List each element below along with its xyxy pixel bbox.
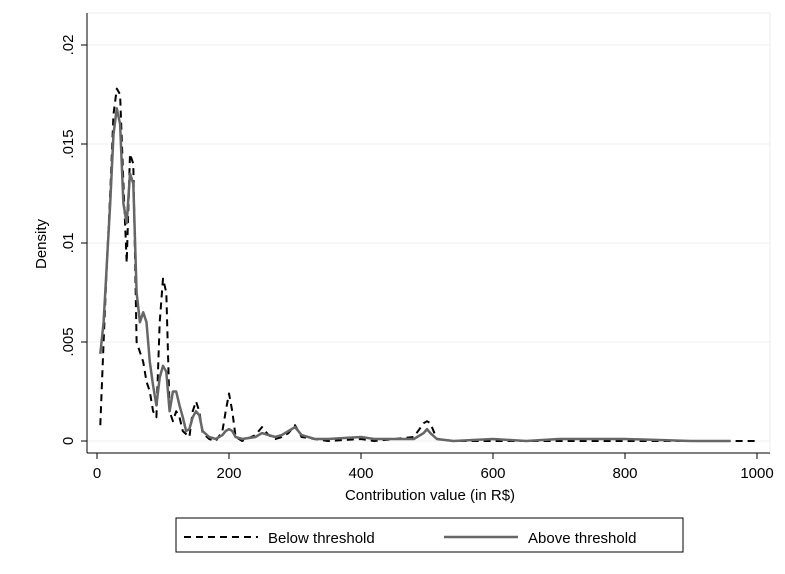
y-axis-title: Density (33, 218, 50, 269)
y-tick-label-2: .01 (60, 233, 77, 254)
y-tick-label-3: .015 (60, 129, 77, 158)
series-layer (99, 87, 757, 443)
x-tick-label-0: 0 (93, 465, 101, 482)
x-tick-label-4: 800 (612, 465, 637, 482)
legend-box (175, 517, 684, 553)
x-tick-label-1: 200 (216, 465, 241, 482)
legend-label-above-threshold: Above threshold (528, 530, 636, 547)
series-line-above-threshold (99, 107, 731, 443)
y-tick-label-0: 0 (60, 437, 77, 445)
x-tick-label-3: 600 (480, 465, 505, 482)
legend: Below threshold Above threshold (175, 517, 684, 553)
x-tick-label-2: 400 (348, 465, 373, 482)
x-axis-title: Contribution value (in R$) (345, 487, 515, 504)
plot-area (86, 12, 771, 454)
x-tick-label-5: 1000 (740, 465, 773, 482)
y-tick-label-1: .005 (60, 327, 77, 356)
axes: 0 .005 .01 .015 .02 0 200 400 600 800 1000 (60, 13, 774, 482)
legend-label-below-threshold: Below threshold (268, 530, 375, 547)
y-tick-label-4: .02 (60, 35, 77, 56)
